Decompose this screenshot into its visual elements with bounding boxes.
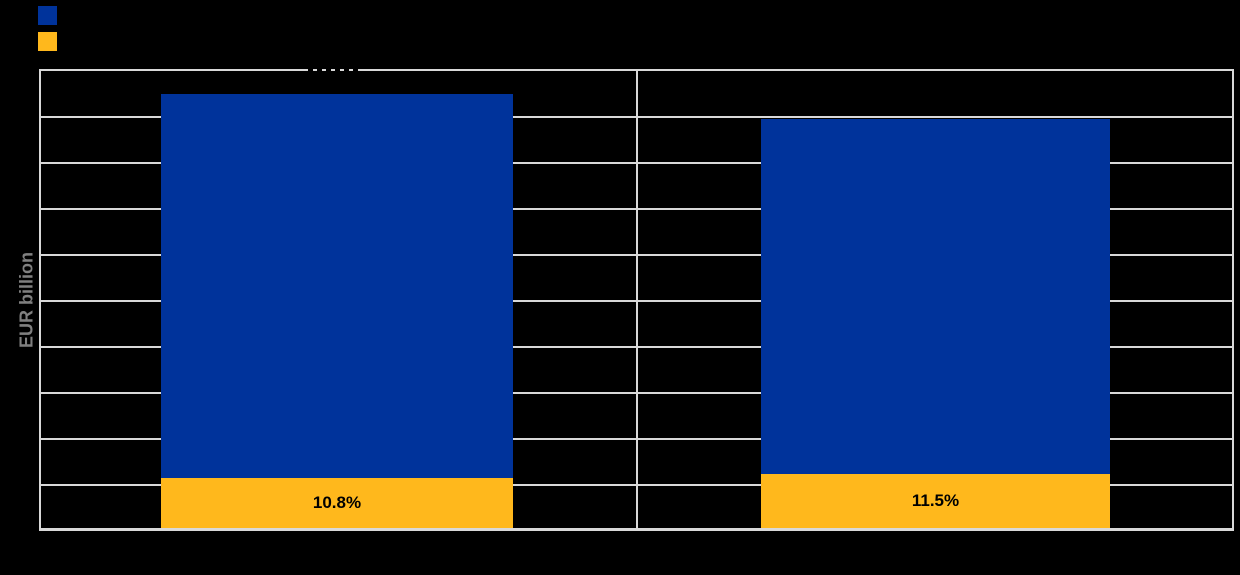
legend-item-series1 (38, 6, 63, 25)
gridline (41, 208, 1232, 210)
legend-item-series2 (38, 32, 63, 51)
bar-data-label: 11.5% (911, 491, 960, 510)
gridline (41, 438, 1232, 440)
bar-segment-blue-cat2 (761, 119, 1110, 474)
gridline (41, 392, 1232, 394)
gridline (41, 116, 1232, 118)
bar-segment-blue-cat1 (161, 94, 513, 478)
gridline (41, 162, 1232, 164)
gridline (41, 346, 1232, 348)
gridline (41, 300, 1232, 302)
gridline (41, 254, 1232, 256)
bar-data-label: 10.8% (312, 493, 362, 512)
obscured-bar-label-artifact (308, 66, 362, 71)
y-axis-title: EUR billion (16, 252, 37, 348)
legend-swatch-amber (38, 32, 57, 51)
bar-segment-amber-cat1: 10.8% (161, 478, 513, 528)
gridline (41, 484, 1232, 486)
panel-divider-line (636, 71, 638, 528)
legend-swatch-blue (38, 6, 57, 25)
bar-segment-amber-cat2: 11.5% (761, 474, 1110, 528)
plot-area: 10.8% 11.5% (39, 69, 1234, 531)
